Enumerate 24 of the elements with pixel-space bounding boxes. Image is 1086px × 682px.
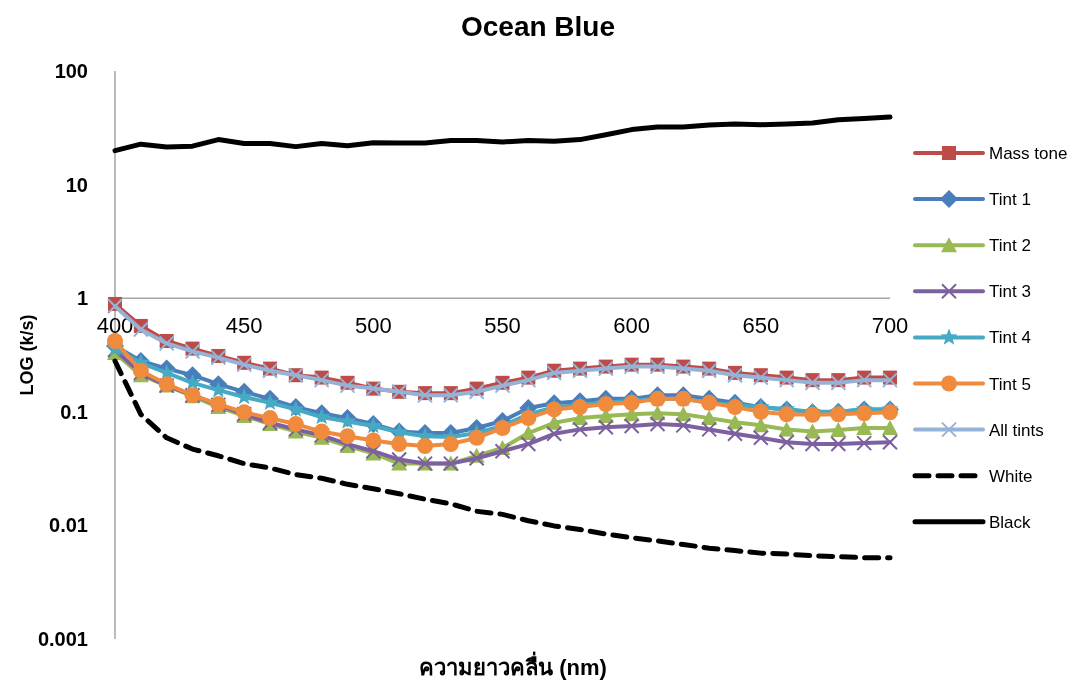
legend-label: Tint 5 <box>989 374 1031 394</box>
x-tick-label: 450 <box>225 313 263 339</box>
legend-label: Tint 1 <box>989 190 1031 210</box>
y-axis-title: LOG (k/s) <box>17 314 37 396</box>
x-tick-label: 700 <box>871 313 909 339</box>
legend-label: White <box>989 466 1033 486</box>
x-tick-label: 500 <box>354 313 392 339</box>
y-tick-label: 0.001 <box>37 628 88 650</box>
chart-title: Ocean Blue <box>460 11 616 42</box>
legend-label: Black <box>989 512 1032 532</box>
y-tick-label: 100 <box>54 60 88 82</box>
x-axis-title: ความยาวคลื่น (nm) <box>419 651 607 680</box>
y-tick-label: 10 <box>65 173 88 196</box>
x-tick-label: 550 <box>484 313 521 339</box>
x-tick-label: 650 <box>742 313 780 339</box>
legend-label: Tint 3 <box>989 282 1031 302</box>
x-tick-label: 600 <box>613 313 651 339</box>
y-tick-label: 1 <box>76 287 88 310</box>
legend-label: Mass tone <box>989 144 1068 163</box>
legend-label: All tints <box>989 420 1044 440</box>
legend-label: Tint 4 <box>989 328 1031 348</box>
y-tick-label: 0.01 <box>49 514 88 537</box>
y-tick-label: 0.1 <box>60 400 88 423</box>
legend-label: Tint 2 <box>989 236 1031 256</box>
